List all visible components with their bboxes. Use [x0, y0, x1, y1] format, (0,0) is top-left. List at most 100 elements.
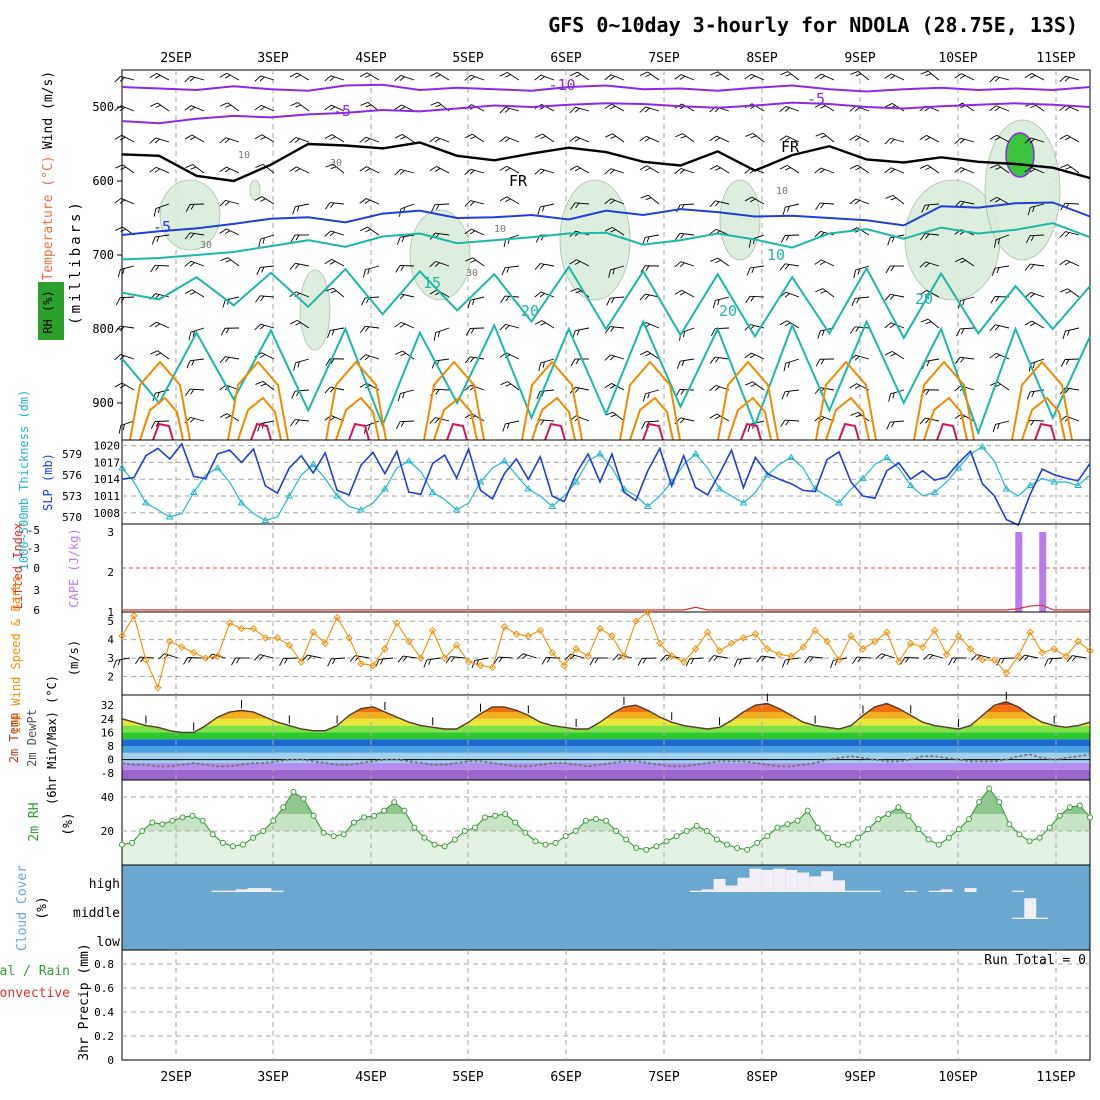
wind10m-point — [464, 658, 473, 666]
rh2m-point — [592, 816, 599, 823]
barb-shaft — [260, 265, 275, 268]
barb-shaft — [785, 291, 800, 298]
barb-flag — [516, 653, 524, 660]
barb-shaft — [435, 261, 450, 267]
barb-flag — [219, 72, 227, 78]
barb-flag — [423, 659, 428, 668]
barb-shaft — [997, 381, 1010, 391]
barb-flag — [539, 293, 545, 298]
wind-barb — [327, 327, 345, 339]
barb-flag — [470, 259, 477, 263]
barb-flag — [852, 656, 858, 664]
barb-flag — [610, 414, 617, 418]
isotherm-30 — [629, 396, 674, 441]
barb-shaft — [120, 325, 135, 329]
barb-shaft — [821, 259, 835, 267]
rh2m-point — [1016, 831, 1023, 838]
axis-label-thickness: 1000~500mb Thickness (dm) — [17, 390, 31, 571]
wind10m-barb — [733, 657, 752, 668]
barb-flag — [685, 658, 691, 667]
barb-flag — [140, 657, 145, 663]
barb-flag — [151, 236, 156, 245]
barb-flag — [546, 657, 551, 663]
barb-flag — [786, 659, 790, 665]
wind-barb — [779, 320, 800, 329]
wind-barb — [954, 356, 975, 365]
barb-shaft — [713, 655, 728, 659]
barb-shaft — [820, 387, 835, 391]
temp-band — [122, 732, 1090, 740]
barb-flag — [850, 411, 859, 416]
wind-barb — [675, 133, 695, 143]
barb-flag — [117, 659, 121, 666]
wind-barb — [537, 203, 555, 215]
barb-flag — [284, 658, 288, 664]
wind-barb — [744, 352, 765, 360]
barb-shaft — [752, 381, 765, 391]
barb-shaft — [618, 654, 633, 659]
barb-flag — [505, 296, 510, 302]
wind-barb — [604, 354, 625, 361]
barb-shaft — [995, 105, 1010, 112]
wind-barb — [324, 75, 345, 82]
barb-flag — [119, 136, 126, 141]
barb-shaft — [646, 165, 660, 174]
barb-flag — [504, 108, 510, 113]
barb-shaft — [1031, 320, 1045, 329]
legend-total-rain: Total / Rain — [0, 964, 70, 979]
barb-shaft — [960, 356, 975, 360]
barb-shaft — [751, 196, 765, 205]
barb-flag — [155, 421, 160, 427]
rh2m-point — [905, 812, 912, 819]
barb-shaft — [857, 71, 870, 81]
barb-flag — [189, 106, 196, 111]
barb-flag — [710, 257, 718, 262]
barb-flag — [679, 291, 686, 296]
barb-flag — [157, 207, 160, 214]
cloud-bar-high — [845, 890, 857, 892]
barb-shaft — [400, 203, 415, 210]
rh2m-point — [1036, 834, 1043, 841]
barb-flag — [1060, 359, 1066, 367]
barb-flag — [295, 234, 300, 241]
barb-flag — [122, 424, 125, 431]
barb-flag — [1064, 261, 1071, 266]
rh2m-point — [673, 833, 680, 840]
thickness-point — [1074, 481, 1082, 488]
slp-panel-frame — [121, 439, 1091, 525]
wind-barb — [954, 73, 975, 81]
bottom-day-label: 9SEP — [844, 1070, 875, 1085]
wind-barb — [888, 389, 905, 402]
rh2m-point — [693, 822, 700, 829]
barb-flag — [365, 104, 372, 108]
wind-barb — [570, 358, 589, 367]
wind10m-point — [954, 632, 963, 640]
wind-barb — [604, 74, 625, 81]
wind10m-point — [142, 656, 150, 664]
barb-flag — [289, 137, 297, 144]
wind10m-point — [1002, 669, 1011, 677]
barb-flag — [219, 413, 228, 418]
barb-flag — [434, 262, 440, 267]
wind-barb — [184, 75, 205, 83]
barb-flag — [639, 350, 648, 356]
barb-flag — [430, 204, 436, 213]
barb-flag — [674, 168, 682, 175]
barb-flag — [749, 354, 756, 359]
wind-barb — [815, 132, 835, 143]
top-day-label: 9SEP — [844, 51, 875, 66]
barb-shaft — [190, 105, 205, 112]
barb-shaft — [1029, 234, 1045, 237]
barb-flag — [189, 76, 195, 82]
barb-flag — [504, 167, 511, 172]
barb-shaft — [647, 194, 660, 205]
barb-flag — [710, 71, 718, 76]
barb-flag — [641, 421, 646, 430]
wind-barb — [921, 203, 940, 213]
barb-flag — [149, 73, 157, 79]
isotherm-35 — [250, 422, 272, 441]
barb-flag — [225, 259, 232, 263]
barb-shaft — [295, 203, 310, 208]
barb-flag — [506, 267, 510, 273]
top-day-label: 6SEP — [550, 51, 581, 66]
